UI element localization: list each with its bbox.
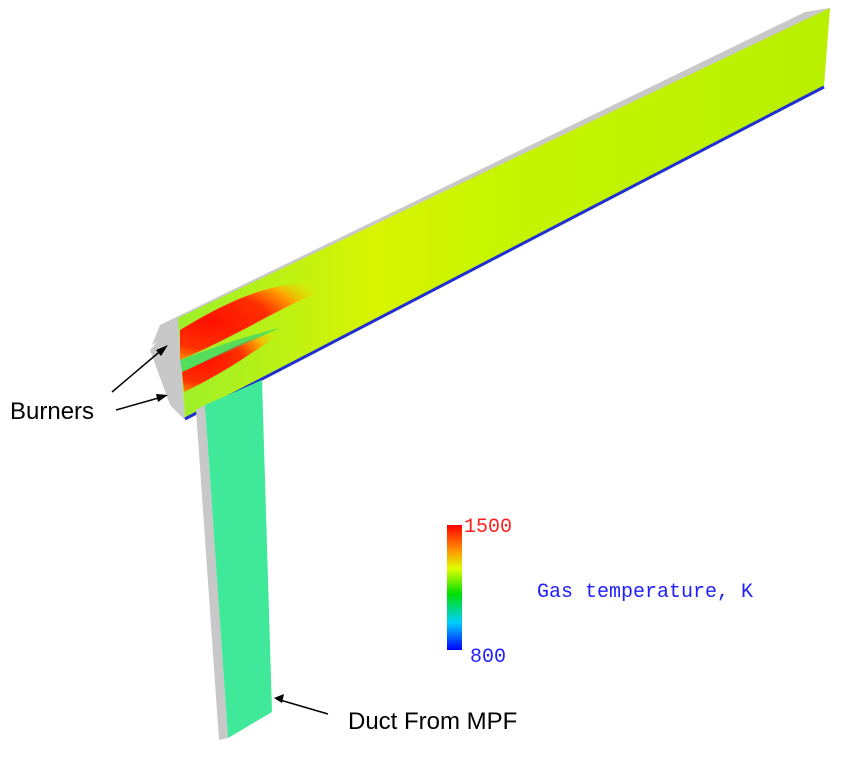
arrow-head bbox=[274, 694, 284, 703]
figure: Burners Duct From MPF 1500 800 Gas tempe… bbox=[0, 0, 850, 763]
arrow-line bbox=[280, 700, 328, 714]
colorbar-scale bbox=[447, 525, 462, 650]
colorbar-title: Gas temperature, K bbox=[537, 581, 753, 604]
duct-label: Duct From MPF bbox=[348, 708, 517, 735]
arrow-head bbox=[156, 394, 168, 402]
colorbar-max: 1500 bbox=[464, 516, 512, 539]
vertical-duct bbox=[196, 380, 272, 740]
duct-edge bbox=[185, 87, 824, 419]
burners-label: Burners bbox=[10, 398, 94, 425]
duct-face bbox=[178, 8, 830, 418]
horizontal-duct bbox=[150, 8, 830, 420]
arrow-line bbox=[112, 348, 164, 392]
arrow-line bbox=[116, 397, 162, 410]
colorbar-min: 800 bbox=[470, 646, 506, 669]
colorbar: 1500 800 Gas temperature, K bbox=[447, 516, 753, 669]
